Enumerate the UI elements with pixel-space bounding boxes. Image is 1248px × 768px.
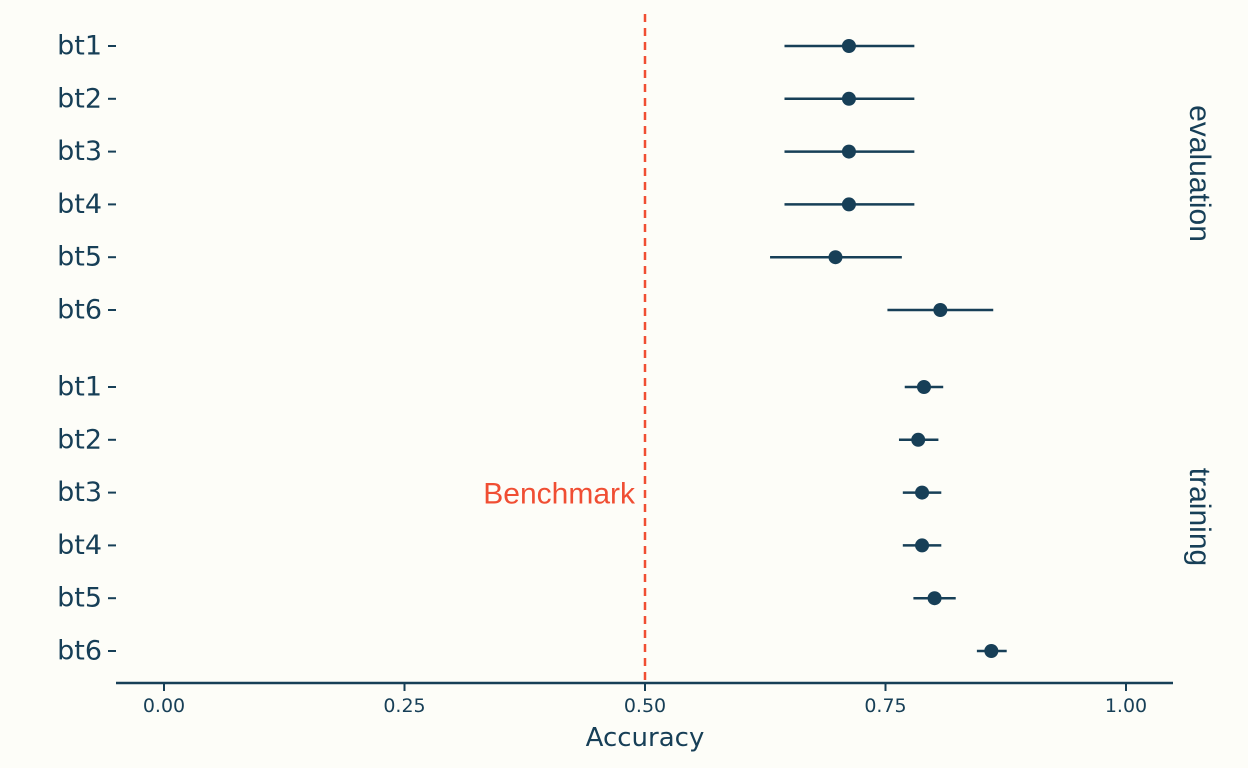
y-tick-label-training-bt1: bt1 (57, 372, 102, 403)
point-evaluation-bt3 (841, 144, 856, 159)
data-marks (770, 39, 1007, 658)
y-tick-label-training-bt6: bt6 (57, 636, 102, 667)
x-tick-label-0.75: 0.75 (864, 695, 906, 717)
y-tick-label-training-bt3: bt3 (57, 477, 102, 508)
x-axis-title: Accuracy (586, 723, 705, 753)
x-tick-label-0.00: 0.00 (143, 695, 185, 717)
x-axis: 0.00 0.25 0.50 0.75 1.00 (116, 681, 1173, 717)
point-training-bt1 (916, 380, 931, 394)
facet-label-training: training (1183, 468, 1216, 566)
point-evaluation-bt6 (933, 303, 948, 317)
x-tick-label-1.00: 1.00 (1105, 695, 1147, 717)
y-tick-label-evaluation-bt4: bt4 (57, 189, 102, 220)
point-training-bt5 (927, 591, 942, 606)
benchmark-layer: Benchmark (483, 14, 647, 683)
point-training-bt3 (915, 485, 930, 500)
y-tick-label-evaluation-bt5: bt5 (57, 242, 102, 273)
facet-strips: evaluation training (1183, 105, 1216, 566)
x-tick-label-0.50: 0.50 (624, 695, 666, 717)
y-tick-label-evaluation-bt3: bt3 (57, 136, 102, 167)
point-training-bt4 (915, 538, 930, 553)
y-tick-label-evaluation-bt6: bt6 (57, 295, 102, 326)
y-tick-label-evaluation-bt2: bt2 (57, 83, 102, 114)
y-tick-label-training-bt2: bt2 (57, 424, 102, 455)
y-tick-label-training-bt5: bt5 (57, 583, 102, 614)
y-tick-label-training-bt4: bt4 (57, 530, 102, 561)
facet-label-evaluation: evaluation (1183, 105, 1216, 242)
y-tick-label-evaluation-bt1: bt1 (57, 31, 102, 62)
point-training-bt2 (911, 432, 926, 447)
y-axis: bt1 bt2 bt3 bt4 bt5 bt6 bt1 bt2 bt3 bt4 bt5 bt6 (57, 31, 116, 667)
point-evaluation-bt5 (828, 250, 843, 265)
x-tick-label-0.25: 0.25 (383, 695, 425, 717)
point-evaluation-bt2 (841, 91, 856, 106)
point-evaluation-bt1 (841, 39, 856, 53)
point-training-bt6 (984, 644, 999, 658)
point-evaluation-bt4 (841, 197, 856, 212)
benchmark-label: Benchmark (483, 478, 636, 511)
